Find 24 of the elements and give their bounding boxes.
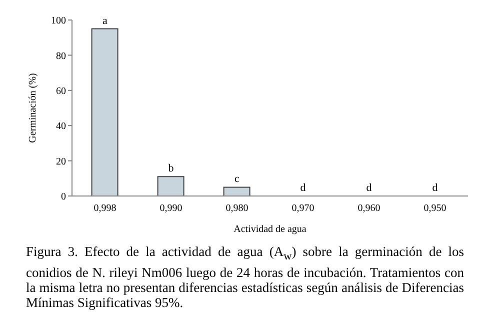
- y-axis-title: Germinación (%): [28, 73, 39, 143]
- annotation: c: [234, 173, 240, 186]
- x-axis-title: Actividad de agua: [234, 224, 307, 235]
- bar: [223, 186, 250, 196]
- x-tick-label: 0,970: [292, 203, 314, 214]
- y-tick-label: 60: [56, 86, 66, 97]
- annotation: b: [168, 162, 174, 175]
- text: Figura 3. Efecto de la actividad de agua (A$_{w}$) sobre la germinación de los conidios de N. rileyi Nm006 luego de 24 horas de incubación. Tratamientos con la misma letra no presentan diferencias estadísticas según análisis de Diferencias Mínimas Significativas 95%.: [26, 244, 464, 310]
- bar: [91, 28, 118, 196]
- annotation: d: [366, 182, 372, 194]
- annotation: d: [432, 182, 438, 194]
- bar: [157, 176, 184, 196]
- x-tick-label: 0,960: [358, 203, 380, 214]
- y-tick-label: 20: [56, 156, 66, 168]
- y-tick-label: 40: [56, 121, 66, 132]
- x-tick-label: 0,998: [94, 203, 116, 214]
- annotation: d: [300, 182, 306, 194]
- y-tick-label: 100: [51, 16, 66, 27]
- annotation: a: [102, 14, 108, 27]
- y-tick-label: 80: [56, 50, 66, 62]
- x-tick-label: 0,990: [160, 203, 182, 214]
- y-tick-label: 0: [61, 192, 66, 203]
- x-tick-label: 0,950: [424, 203, 446, 214]
- x-tick-label: 0,980: [226, 203, 248, 214]
